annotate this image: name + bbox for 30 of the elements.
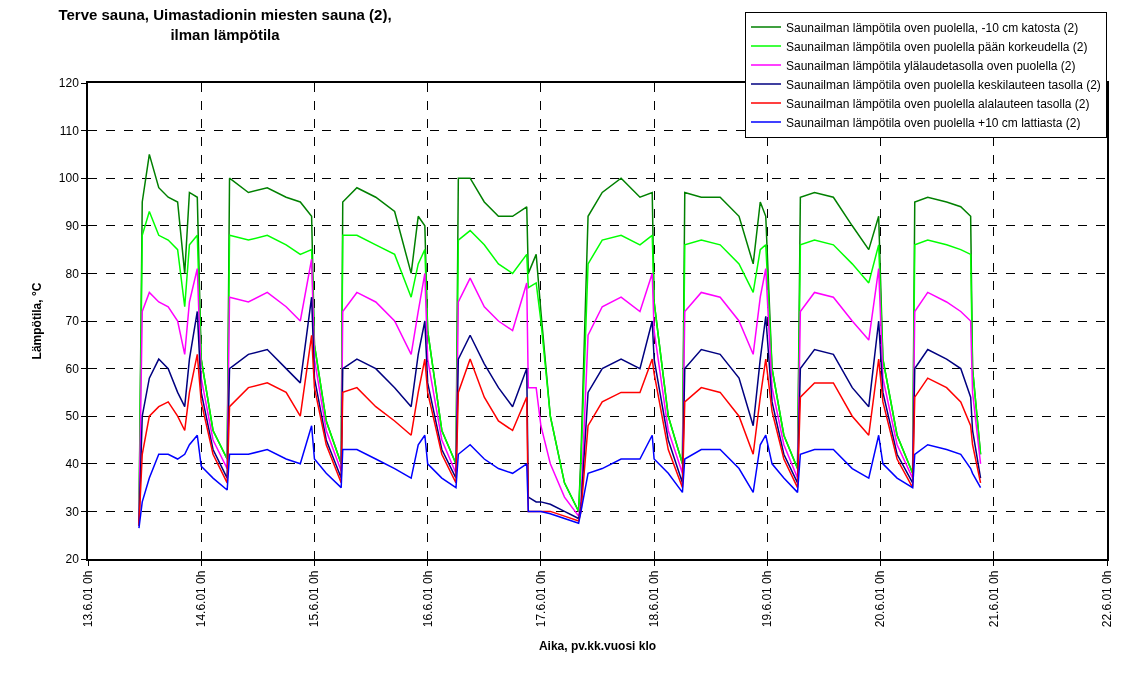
x-tick-label: 20.6.01 0h [873,570,888,628]
legend-label: Saunailman lämpötila ylälaudetasolla oven puolella (2) [786,58,1076,73]
y-tick-label: 100 [58,171,80,186]
x-tick-label: 21.6.01 0h [986,570,1001,628]
y-tick-label: 120 [58,76,80,91]
legend-label: Saunailman lämpötila oven puolella, -10 cm katosta (2) [786,20,1079,35]
y-tick-label: 110 [59,123,80,138]
legend-label: Saunailman lämpötila oven puolella keskilauteen tasolla (2) [786,77,1101,92]
y-tick-label: 30 [65,504,80,519]
x-tick-label: 14.6.01 0h [194,570,209,628]
x-tick-label: 16.6.01 0h [420,570,435,628]
y-tick-label: 90 [65,219,80,233]
x-tick-label: 22.6.01 0h [1099,570,1114,628]
x-tick-label: 18.6.01 0h [647,570,662,628]
x-tick-label: 17.6.01 0h [533,570,548,628]
y-tick-label: 40 [65,457,80,471]
x-tick-label: 15.6.01 0h [307,570,322,628]
legend-label: Saunailman lämpötila oven puolella alalauteen tasolla (2) [786,96,1090,111]
x-axis-title: Aika, pv.kk.vuosi klo [538,638,657,653]
y-tick-label: 50 [65,409,80,424]
y-tick-label: 20 [65,552,80,567]
y-tick-label: 60 [65,361,80,376]
x-tick-label: 13.6.01 0h [80,570,95,628]
y-axis-title: Lämpötila, °C [29,282,44,360]
legend-label: Saunailman lämpötila oven puolella pään korkeudella (2) [786,39,1088,54]
x-tick-label: 19.6.01 0h [760,570,775,628]
legend-label: Saunailman lämpötila oven puolella +10 cm lattiasta (2) [786,115,1081,130]
chart-title: Terve sauna, Uimastadionin miesten sauna (2), ilman lämpötila [58,6,392,43]
y-tick-label: 70 [65,314,80,329]
y-tick-label: 80 [65,266,80,281]
